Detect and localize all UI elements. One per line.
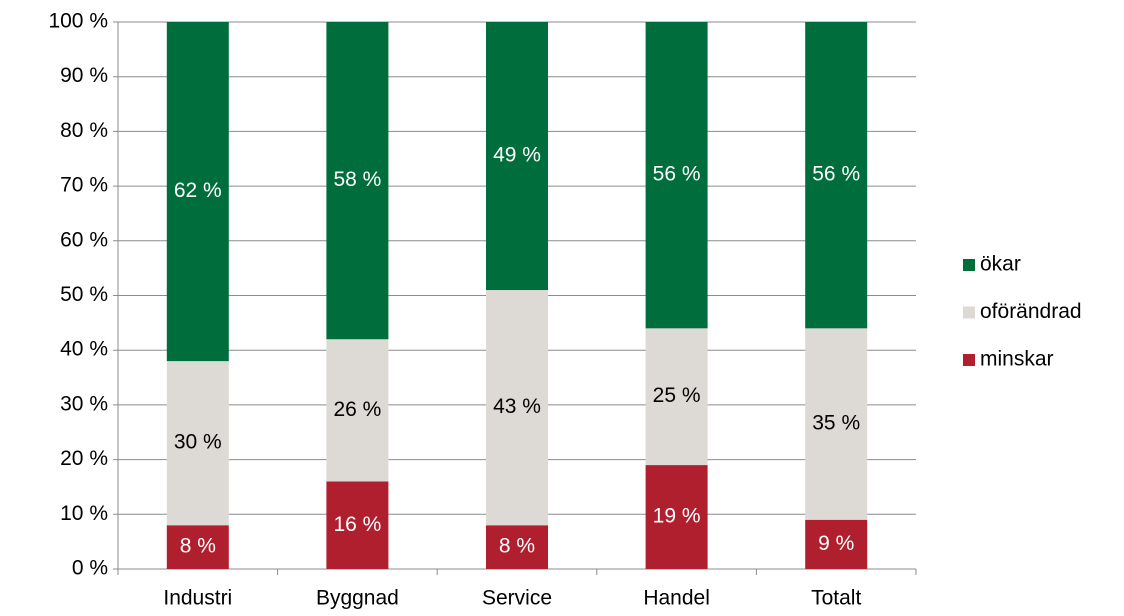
data-label: 56 %: [653, 163, 701, 186]
data-label: 62 %: [174, 179, 222, 202]
y-tick-label: 70 %: [60, 174, 108, 197]
y-tick-label: 50 %: [60, 283, 108, 306]
bar-segment: [805, 22, 868, 329]
y-tick-label: 20 %: [60, 447, 108, 470]
y-tick-label: 100 %: [48, 10, 108, 33]
data-label: 16 %: [333, 513, 381, 536]
data-label: 49 %: [493, 144, 541, 167]
x-tick-label: Industri: [163, 587, 232, 610]
data-label: 26 %: [333, 398, 381, 421]
legend-swatch: [963, 306, 975, 319]
bar-segment: [166, 22, 229, 362]
y-tick-label: 80 %: [60, 119, 108, 142]
bar-segment: [166, 361, 229, 526]
legend-swatch: [963, 259, 975, 271]
data-label: 25 %: [653, 384, 701, 407]
bar-segment: [486, 22, 548, 291]
legend-label: oförändrad: [980, 300, 1082, 323]
data-label: 9 %: [818, 532, 854, 555]
x-tick-label: Service: [482, 587, 552, 610]
data-label: 8 %: [180, 535, 216, 558]
data-label: 56 %: [812, 163, 860, 186]
legend-label: minskar: [980, 348, 1054, 371]
data-label: 35 %: [812, 412, 860, 435]
legend-label: ökar: [980, 253, 1021, 276]
y-tick-label: 90 %: [60, 64, 108, 87]
bar-segment: [486, 290, 548, 526]
x-tick-label: Handel: [643, 587, 710, 610]
bar-segment: [645, 328, 708, 466]
data-label: 58 %: [333, 168, 381, 191]
y-tick-label: 10 %: [60, 502, 108, 525]
x-tick-label: Byggnad: [316, 587, 399, 610]
bar-segment: [326, 339, 389, 482]
bar-segment: [805, 328, 868, 520]
y-tick-label: 60 %: [60, 228, 108, 251]
y-tick-label: 0 %: [72, 557, 108, 580]
data-label: 19 %: [653, 505, 701, 528]
x-tick-label: Totalt: [811, 587, 861, 610]
y-tick-label: 40 %: [60, 338, 108, 361]
legend-swatch: [963, 354, 975, 366]
data-label: 8 %: [499, 535, 535, 558]
bar-segment: [486, 525, 548, 569]
bar-segment: [326, 22, 389, 340]
data-label: 43 %: [493, 395, 541, 418]
bar-segment: [645, 22, 708, 329]
bar-segment: [326, 481, 389, 569]
bar-segment: [805, 519, 868, 569]
data-label: 30 %: [174, 431, 222, 454]
y-tick-label: 30 %: [60, 392, 108, 415]
bar-segment: [166, 525, 229, 569]
bar-segment: [645, 465, 708, 569]
